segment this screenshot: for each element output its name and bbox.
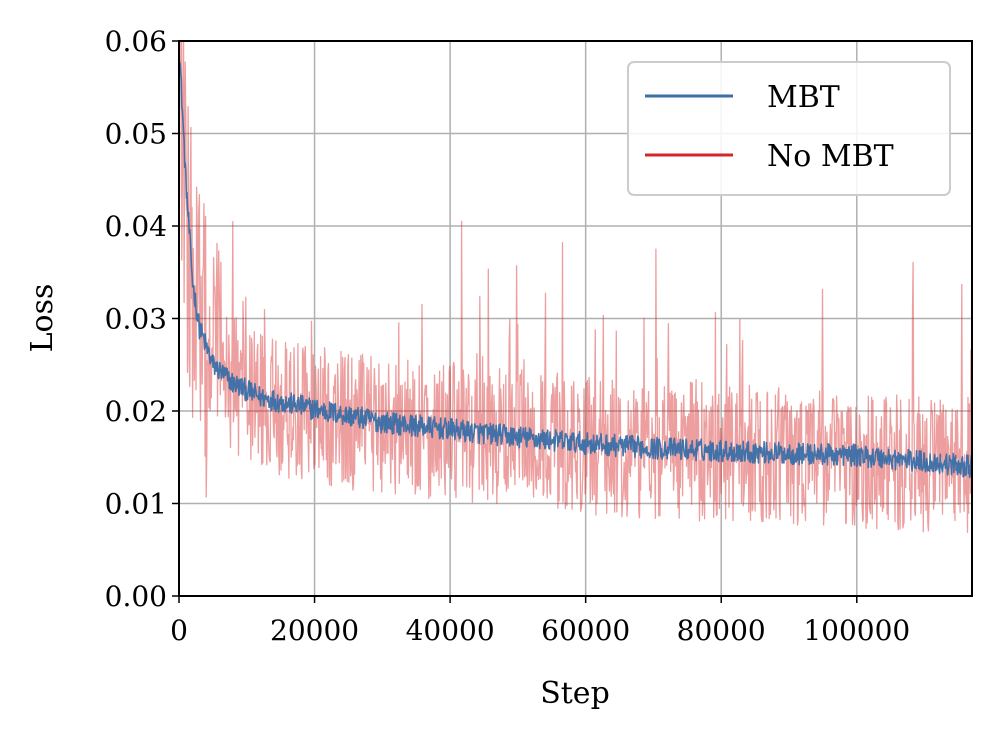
y-tick-label: 0.04	[105, 210, 167, 243]
y-tick-label: 0.06	[105, 25, 167, 58]
y-tick-label: 0.02	[105, 395, 167, 428]
legend-label-no-mbt: No MBT	[767, 139, 894, 174]
x-tick-label: 40000	[406, 614, 495, 647]
x-axis-label: Step	[540, 676, 610, 711]
ticks: 0 20000 40000 60000 80000 100000 0.00 0.01 0.02 0…	[105, 25, 911, 647]
legend: MBT No MBT	[627, 61, 951, 196]
x-tick-label: 0	[170, 614, 188, 647]
y-axis-label: Loss	[25, 284, 60, 353]
series-layer	[179, 41, 972, 533]
x-tick-label: 80000	[677, 614, 766, 647]
x-tick-label: 60000	[541, 614, 630, 647]
x-tick-label: 20000	[270, 614, 359, 647]
y-tick-label: 0.00	[105, 580, 167, 613]
y-tick-label: 0.05	[105, 118, 167, 151]
y-tick-label: 0.03	[105, 303, 167, 336]
x-tick-label: 100000	[803, 614, 910, 647]
legend-label-mbt: MBT	[767, 80, 840, 115]
series-line-mbt	[179, 51, 972, 479]
y-tick-label: 0.01	[105, 488, 167, 521]
